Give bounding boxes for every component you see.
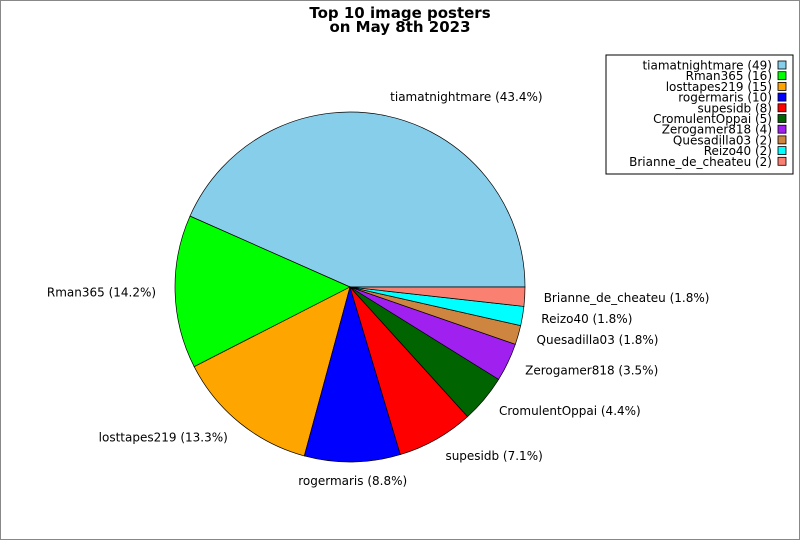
legend-label-CromulentOppai: CromulentOppai (5) (653, 112, 772, 126)
legend-swatch-Reizo40 (777, 146, 787, 156)
slice-label-Brianne_de_cheateu: Brianne_de_cheateu (1.8%) (544, 291, 710, 305)
legend: tiamatnightmare (49)Rman365 (16)losttape… (605, 54, 794, 175)
pie-slice-rogermaris (303, 285, 401, 463)
slice-label-Zerogamer818: Zerogamer818 (3.5%) (525, 363, 658, 377)
legend-label-losttapes219: losttapes219 (15) (666, 80, 772, 94)
pie-slice-Rman365 (174, 215, 351, 368)
pie-slice-Brianne_de_cheateu (349, 286, 526, 307)
chart-title-line-2: on May 8th 2023 (329, 18, 470, 36)
legend-label-rogermaris: rogermaris (10) (678, 91, 772, 105)
legend-swatch-tiamatnightmare (777, 60, 787, 70)
slice-label-Reizo40: Reizo40 (1.8%) (541, 312, 632, 326)
legend-swatch-CromulentOppai (777, 114, 787, 123)
legend-swatch-rogermaris (777, 92, 787, 102)
slice-label-Quesadilla03: Quesadilla03 (1.8%) (537, 333, 659, 347)
pie-slice-tiamatnightmare (189, 111, 526, 288)
legend-label-Rman365: Rman365 (16) (686, 69, 772, 83)
slice-label-supesidb: supesidb (7.1%) (445, 449, 542, 463)
slice-label-Rman365: Rman365 (14.2%) (47, 285, 156, 299)
legend-swatch-Zerogamer818 (777, 124, 787, 134)
legend-label-Quesadilla03: Quesadilla03 (2) (673, 133, 772, 147)
legend-swatch-losttapes219 (777, 82, 787, 91)
legend-swatch-Quesadilla03 (777, 135, 787, 145)
legend-label-tiamatnightmare: tiamatnightmare (49) (642, 59, 772, 73)
legend-label-Zerogamer818: Zerogamer818 (4) (662, 123, 772, 137)
legend-box (605, 54, 794, 175)
slice-label-tiamatnightmare: tiamatnightmare (43.4%) (390, 90, 542, 104)
legend-swatch-supesidb (777, 103, 787, 113)
slice-label-CromulentOppai: CromulentOppai (4.4%) (499, 404, 641, 418)
slice-label-losttapes219: losttapes219 (13.3%) (99, 431, 228, 445)
chart-title-line-1: Top 10 image posters (309, 4, 490, 22)
legend-swatch-Brianne_de_cheateu (777, 156, 787, 166)
legend-swatch-Rman365 (777, 71, 787, 81)
legend-label-supesidb: supesidb (8) (698, 101, 773, 115)
legend-label-Brianne_de_cheateu: Brianne_de_cheateu (2) (629, 155, 772, 169)
slice-label-rogermaris: rogermaris (8.8%) (298, 474, 407, 488)
legend-label-Reizo40: Reizo40 (2) (704, 144, 772, 158)
pie-slice-losttapes219 (193, 286, 351, 457)
